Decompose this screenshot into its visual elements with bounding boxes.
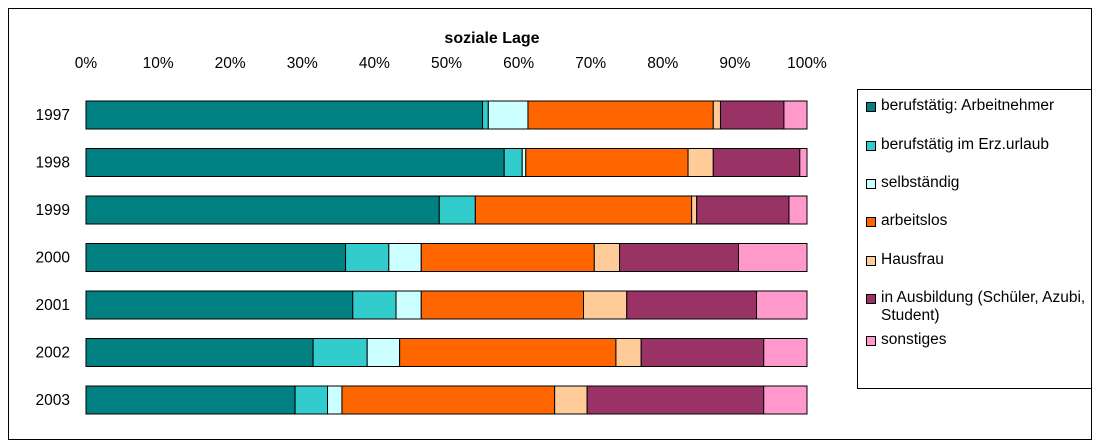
chart-plot: soziale Lage 0% 10% 20% 30% 40% 50% 60% 70% 80% 9… <box>36 30 827 415</box>
bar-segment <box>85 290 354 320</box>
legend-swatch <box>866 217 876 227</box>
bar-segment <box>352 290 397 320</box>
bar-segment <box>719 100 785 130</box>
legend-label: arbeitslos <box>881 212 948 229</box>
y-category-label: 2002 <box>36 345 70 362</box>
bar-segment <box>399 338 617 367</box>
bar-segment <box>420 290 584 320</box>
bar-segment <box>312 338 368 367</box>
bar-segment <box>696 195 790 225</box>
bar-segment <box>482 100 489 130</box>
bar-segment <box>345 243 390 272</box>
bar-group <box>85 100 808 415</box>
bar-segment <box>783 100 808 130</box>
bar-segment <box>554 385 588 415</box>
x-tick-label: 100% <box>787 55 827 72</box>
bar-segment <box>756 290 808 320</box>
bar-segment <box>85 338 314 367</box>
bar-segment <box>521 148 527 177</box>
bar-segment <box>712 100 721 130</box>
bar-segment <box>615 338 642 367</box>
bar-segment <box>712 148 801 177</box>
bar-segment <box>593 243 621 272</box>
chart-frame: soziale Lage 0% 10% 20% 30% 40% 50% 60% 70% 80% 9… <box>8 8 1092 440</box>
y-category-label: 1997 <box>36 107 70 124</box>
y-category-label: 2000 <box>36 250 71 267</box>
bar-segment <box>619 243 740 272</box>
x-tick-label: 70% <box>575 55 606 72</box>
legend-label: in Ausbildung (Schüler, Azubi, Student) <box>881 289 1086 324</box>
y-category-label: 2001 <box>36 297 70 314</box>
legend: berufstätig: Arbeitnehmer berufstätig im … <box>857 89 1092 389</box>
bar-segment <box>85 100 484 130</box>
y-category-label: 2003 <box>36 392 70 409</box>
bar-segment <box>799 148 808 177</box>
bar-segment <box>327 385 343 415</box>
legend-swatch <box>866 294 876 304</box>
bar-segment <box>85 148 505 177</box>
y-category-label: 1999 <box>36 202 70 219</box>
legend-label: Hausfrau <box>881 251 944 268</box>
bar-segment <box>763 385 808 415</box>
x-tick-label: 80% <box>647 55 678 72</box>
legend-label: berufstätig: Arbeitnehmer <box>881 97 1055 114</box>
bar-segment <box>763 338 808 367</box>
legend-swatch <box>866 179 876 189</box>
bar-segment <box>525 148 689 177</box>
bar-segment <box>388 243 422 272</box>
bar-segment <box>85 243 347 272</box>
x-tick-label: 10% <box>143 55 174 72</box>
x-tick-label: 40% <box>359 55 390 72</box>
legend-swatch <box>866 102 876 112</box>
x-tick-label: 60% <box>503 55 534 72</box>
bar-segment <box>294 385 329 415</box>
y-category-label: 1998 <box>36 155 70 172</box>
bar-segment <box>341 385 556 415</box>
bar-segment <box>582 290 628 320</box>
bar-segment <box>788 195 808 225</box>
bar-segment <box>503 148 523 177</box>
bar-segment <box>586 385 765 415</box>
legend-label: sonstiges <box>881 331 947 348</box>
bar-segment <box>395 290 422 320</box>
bar-segment <box>527 100 714 130</box>
bar-segment <box>420 243 595 272</box>
y-axis-categories: 1997 1998 1999 2000 2001 2002 2003 <box>36 107 71 409</box>
bar-segment <box>474 195 693 225</box>
bar-segment <box>626 290 758 320</box>
bar-segment <box>691 195 698 225</box>
legend-swatch <box>866 256 876 266</box>
chart-title: soziale Lage <box>444 30 539 47</box>
bar-segment <box>366 338 401 367</box>
bar-segment <box>85 385 296 415</box>
legend-swatch <box>866 336 876 346</box>
legend-swatch <box>866 141 876 151</box>
x-tick-label: 30% <box>287 55 318 72</box>
x-tick-label: 50% <box>431 55 462 72</box>
bar-segment <box>438 195 476 225</box>
legend-label: berufstätig im Erz.urlaub <box>881 136 1049 153</box>
bar-segment <box>687 148 714 177</box>
x-tick-label: 20% <box>215 55 246 72</box>
x-tick-label: 0% <box>75 55 98 72</box>
x-axis-ticks: 0% 10% 20% 30% 40% 50% 60% 70% 80% 90% 100% <box>75 55 827 72</box>
bar-segment <box>487 100 529 130</box>
bar-segment <box>640 338 765 367</box>
x-tick-label: 90% <box>719 55 750 72</box>
bar-segment <box>738 243 808 272</box>
legend-label: selbständig <box>881 174 960 191</box>
bar-segment <box>85 195 440 225</box>
